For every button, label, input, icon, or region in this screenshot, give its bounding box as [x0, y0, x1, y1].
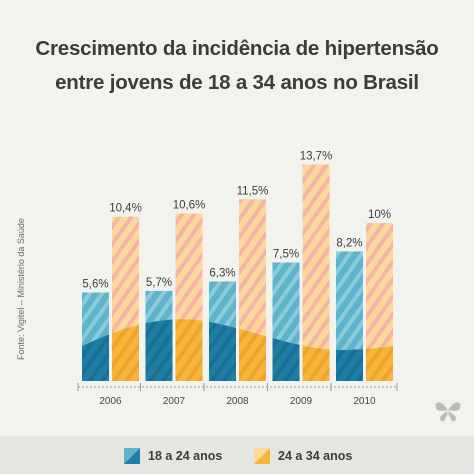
- butterfly-icon: [435, 402, 461, 422]
- x-tick-label-2006: 2006: [99, 396, 122, 407]
- bar-shade-18-24-2008: [209, 319, 236, 381]
- legend-swatch-orange: [254, 448, 270, 464]
- chart-title: Crescimento da incidência de hipertensão…: [0, 32, 474, 100]
- legend-item-24-34: 24 a 34 anos: [254, 448, 352, 464]
- data-label-24-34-2006: 10,4%: [109, 203, 142, 215]
- legend: 18 a 24 anos 24 a 34 anos: [0, 436, 474, 474]
- legend-label-18-24: 18 a 24 anos: [148, 449, 223, 463]
- x-tick-label-2007: 2007: [163, 396, 186, 407]
- legend-swatch-blue: [124, 448, 140, 464]
- data-label-18-24-2007: 5,7%: [146, 277, 172, 289]
- chart-title-line1: Crescimento da incidência de hipertensão: [35, 37, 439, 60]
- x-tick-label-2010: 2010: [353, 396, 376, 407]
- chart-title-line2: entre jovens de 18 a 34 anos no Brasil: [55, 71, 419, 94]
- bar-shade-24-34-2007: [175, 319, 203, 381]
- x-tick-label-2009: 2009: [290, 396, 313, 407]
- data-label-24-34-2010: 10%: [368, 209, 391, 221]
- data-label-18-24-2006: 5,6%: [82, 279, 108, 291]
- bar-24-34-2009: [302, 164, 330, 381]
- bar-shade-18-24-2007: [145, 319, 173, 381]
- legend-label-24-34: 24 a 34 anos: [278, 449, 353, 463]
- data-label-18-24-2010: 8,2%: [336, 237, 362, 249]
- legend-item-18-24: 18 a 24 anos: [124, 448, 222, 464]
- x-tick-label-2008: 2008: [226, 396, 249, 407]
- data-label-24-34-2009: 13,7%: [300, 151, 333, 163]
- data-label-18-24-2009: 7,5%: [273, 249, 299, 261]
- data-label-18-24-2008: 6,3%: [209, 267, 235, 279]
- data-label-24-34-2008: 11,5%: [237, 185, 269, 197]
- data-label-24-34-2007: 10,6%: [173, 200, 206, 212]
